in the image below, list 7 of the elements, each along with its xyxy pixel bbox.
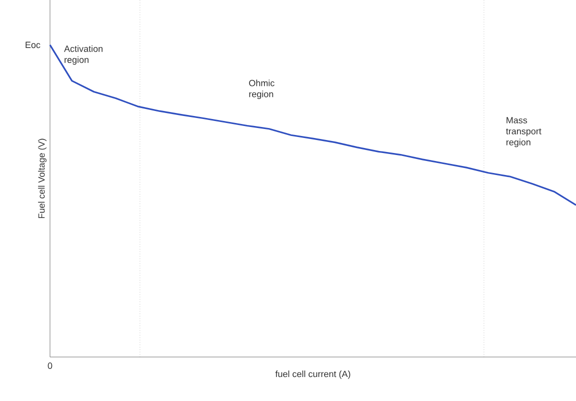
annotation: Mass transport region xyxy=(506,117,542,148)
annotation: Ohmic region xyxy=(249,80,274,100)
annotation: Activation region xyxy=(64,45,102,65)
x-axis-title: fuel cell current (A) xyxy=(275,370,350,379)
text: Eoc xyxy=(26,42,40,48)
y-axis-title: Fuel cell Voltage (V) xyxy=(38,138,46,218)
text: 0 xyxy=(48,362,52,369)
